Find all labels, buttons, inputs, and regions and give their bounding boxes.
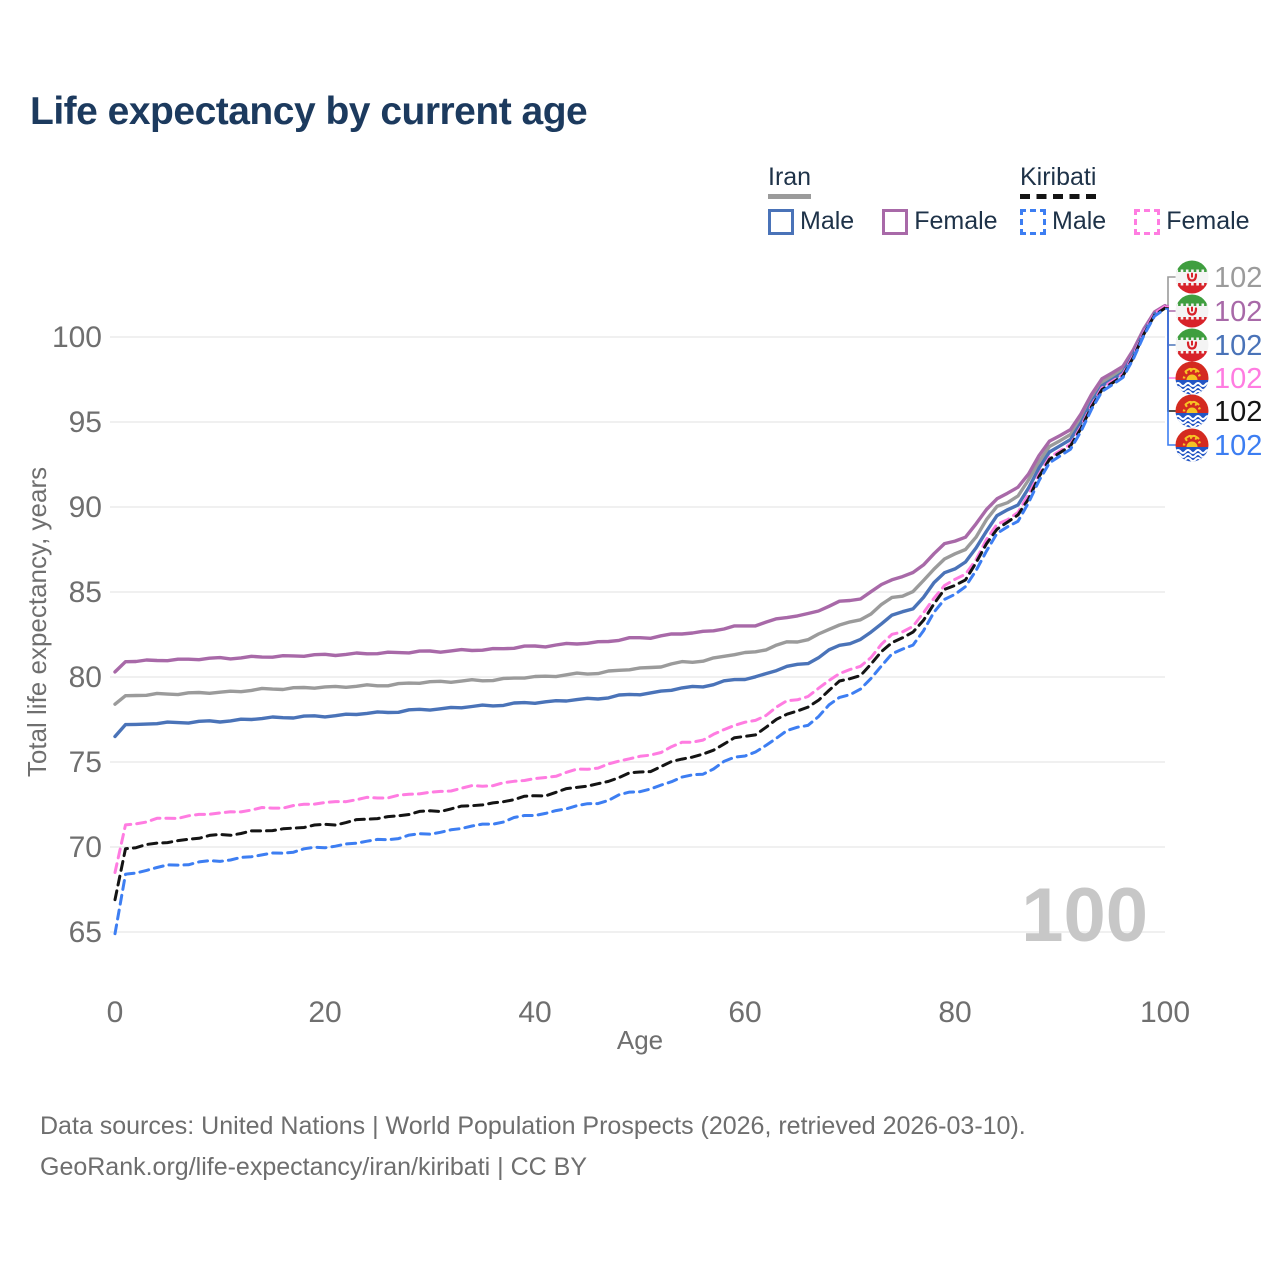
- iran-female-swatch-icon: [882, 208, 909, 235]
- legend-items-iran: Male Female: [768, 207, 998, 236]
- kiribati-flag-icon: [1175, 428, 1209, 462]
- y-tick-label-90: 90: [69, 491, 102, 524]
- end-label-value-iran: 102: [1214, 262, 1262, 294]
- iran-flag-icon: [1175, 328, 1209, 362]
- x-tick-label-20: 20: [308, 996, 341, 1029]
- series-line-iran[interactable]: [113, 304, 1167, 706]
- y-tick-label-70: 70: [69, 831, 102, 864]
- legend-item-kiribati-male[interactable]: Male: [1020, 207, 1106, 236]
- end-label-iran-male[interactable]: 102: [1175, 328, 1263, 363]
- end-label-kiribati-male[interactable]: 102: [1175, 428, 1263, 463]
- kiribati-male-swatch-icon: [1020, 208, 1046, 235]
- data-sources-footer: Data sources: United Nations | World Pop…: [40, 1106, 1026, 1188]
- legend-group-iran: Iran Male Female: [768, 163, 998, 236]
- legend-country-kiribati[interactable]: Kiribati: [1020, 163, 1097, 199]
- x-axis-title: Age: [617, 1025, 663, 1055]
- legend-country-kiribati-label: Kiribati: [1020, 163, 1097, 191]
- x-tick-label-100: 100: [1140, 996, 1190, 1029]
- series-line-iran-female[interactable]: [113, 303, 1167, 674]
- series-line-kiribati-female[interactable]: [113, 304, 1167, 874]
- end-label-value-kiribati: 102: [1214, 396, 1262, 428]
- end-label-connector-iran-male: [1165, 306, 1176, 346]
- y-tick-label-65: 65: [69, 916, 102, 949]
- end-label-value-kiribati-female: 102: [1214, 363, 1262, 395]
- end-label-value-iran-female: 102: [1214, 296, 1262, 328]
- y-tick-label-85: 85: [69, 576, 102, 609]
- legend-group-kiribati: Kiribati Male Female: [1020, 163, 1250, 236]
- page-title: Life expectancy by current age: [30, 90, 588, 133]
- series-line-iran-male[interactable]: [113, 305, 1167, 739]
- iran-solid-line-swatch-icon: [768, 194, 812, 199]
- legend-items-kiribati: Male Female: [1020, 207, 1250, 236]
- current-age-watermark: 100: [1021, 873, 1148, 958]
- end-label-connector-kiribati-male: [1165, 308, 1176, 446]
- kiribati-dashed-line-swatch-icon: [1020, 194, 1097, 199]
- series-line-kiribati[interactable]: [113, 306, 1167, 902]
- end-label-connector-kiribati-female: [1165, 305, 1176, 379]
- legend-item-kiribati-male-label: Male: [1052, 207, 1107, 235]
- legend-item-kiribati-female[interactable]: Female: [1134, 207, 1250, 236]
- kiribati-flag-icon: [1175, 394, 1209, 428]
- y-tick-label-75: 75: [69, 746, 102, 779]
- end-label-kiribati[interactable]: 102: [1175, 394, 1263, 429]
- end-label-kiribati-female[interactable]: 102: [1175, 361, 1263, 396]
- legend-country-iran-label: Iran: [768, 163, 812, 191]
- y-tick-label-95: 95: [69, 406, 102, 439]
- iran-male-swatch-icon: [768, 208, 794, 235]
- legend-item-iran-male[interactable]: Male: [768, 207, 854, 236]
- series-line-kiribati-male[interactable]: [113, 307, 1167, 936]
- data-sources-line: Data sources: United Nations | World Pop…: [40, 1112, 1026, 1140]
- iran-flag-icon: [1175, 294, 1209, 328]
- y-tick-label-80: 80: [69, 661, 102, 694]
- iran-flag-icon: [1175, 260, 1209, 294]
- legend-item-iran-female[interactable]: Female: [882, 207, 998, 236]
- x-tick-label-60: 60: [728, 996, 761, 1029]
- legend-item-iran-female-label: Female: [914, 207, 998, 235]
- end-label-iran[interactable]: 102: [1175, 260, 1263, 295]
- end-label-value-iran-male: 102: [1214, 330, 1262, 362]
- legend-country-iran[interactable]: Iran: [768, 163, 812, 199]
- legend-item-kiribati-female-label: Female: [1166, 207, 1250, 235]
- end-label-connector-kiribati: [1165, 307, 1176, 412]
- end-label-iran-female[interactable]: 102: [1175, 294, 1263, 329]
- x-tick-label-0: 0: [107, 996, 124, 1029]
- kiribati-female-swatch-icon: [1134, 208, 1161, 235]
- end-label-value-kiribati-male: 102: [1214, 430, 1262, 462]
- x-tick-label-40: 40: [518, 996, 551, 1029]
- x-tick-label-80: 80: [938, 996, 971, 1029]
- y-axis-title: Total life expectancy, years: [22, 467, 52, 777]
- attribution-line: GeoRank.org/life-expectancy/iran/kiribat…: [40, 1153, 587, 1181]
- kiribati-flag-icon: [1175, 361, 1209, 395]
- y-tick-label-100: 100: [52, 321, 102, 354]
- end-label-connector-iran: [1165, 276, 1176, 308]
- legend-item-iran-male-label: Male: [800, 207, 855, 235]
